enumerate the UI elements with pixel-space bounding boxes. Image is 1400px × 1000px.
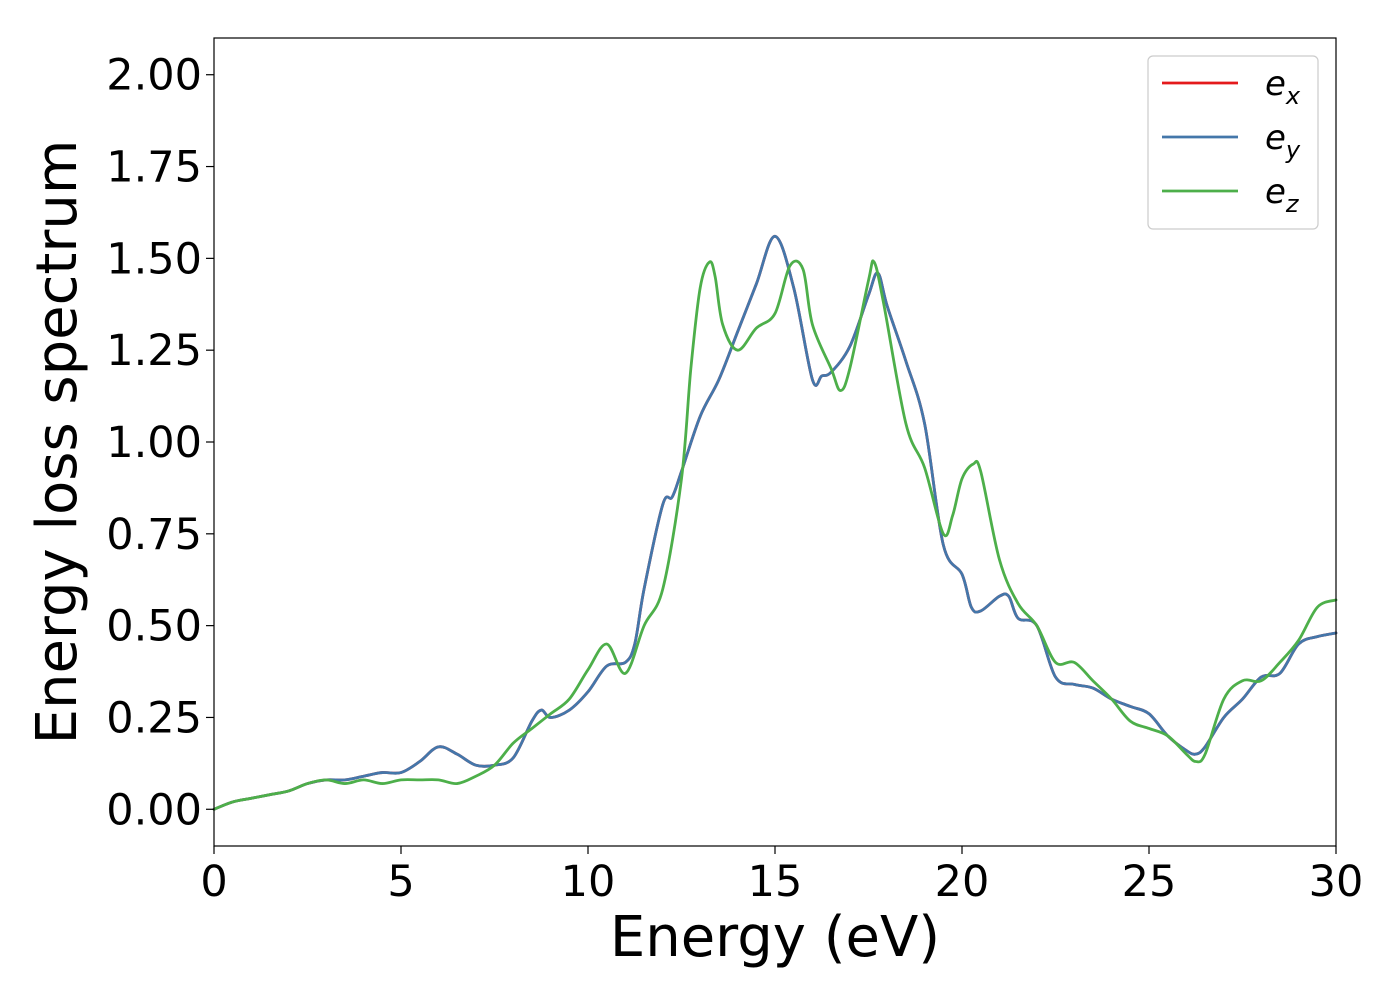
x-tick-label: 20 — [935, 857, 990, 907]
x-tick-label: 15 — [748, 857, 803, 907]
legend-label-base: e — [1265, 118, 1286, 158]
y-tick-label: 0.50 — [106, 602, 202, 652]
y-tick-label: 2.00 — [106, 51, 202, 101]
legend-label-e-x: ex — [1265, 64, 1301, 110]
legend-label-subscript: z — [1285, 190, 1300, 218]
legend-label-base: e — [1265, 172, 1286, 212]
series-layer — [212, 234, 1338, 811]
y-tick-label: 0.25 — [106, 693, 202, 743]
x-axis-ticks: 0 5 10 15 20 25 30 — [200, 846, 1363, 907]
legend-box — [1147, 55, 1319, 230]
legend-label-subscript: x — [1285, 82, 1301, 110]
x-tick-label: 30 — [1309, 857, 1364, 907]
legend-label-subscript: y — [1285, 136, 1301, 164]
x-tick-label: 10 — [561, 857, 616, 907]
legend-label-base: e — [1265, 64, 1286, 104]
legend-label-e-y: ey — [1265, 118, 1301, 164]
y-tick-label: 0.75 — [106, 510, 202, 560]
y-tick-label: 0.00 — [106, 785, 202, 835]
y-tick-label: 1.25 — [106, 326, 202, 376]
y-axis-ticks: 0.00 0.25 0.50 0.75 1.00 1.25 1.50 1.75 2.00 — [106, 51, 214, 835]
x-axis-label: Energy (eV) — [610, 905, 940, 970]
y-tick-label: 1.00 — [106, 418, 202, 468]
y-axis-label: Energy loss spectrum — [25, 140, 90, 745]
series-line-e-z — [212, 259, 1338, 811]
legend-label-e-z: ez — [1265, 172, 1300, 218]
y-tick-label: 1.75 — [106, 143, 202, 193]
x-tick-label: 25 — [1122, 857, 1177, 907]
series-line-e-y — [212, 234, 1338, 811]
x-tick-label: 0 — [200, 857, 227, 907]
x-tick-label: 5 — [387, 857, 414, 907]
y-tick-label: 1.50 — [106, 234, 202, 284]
